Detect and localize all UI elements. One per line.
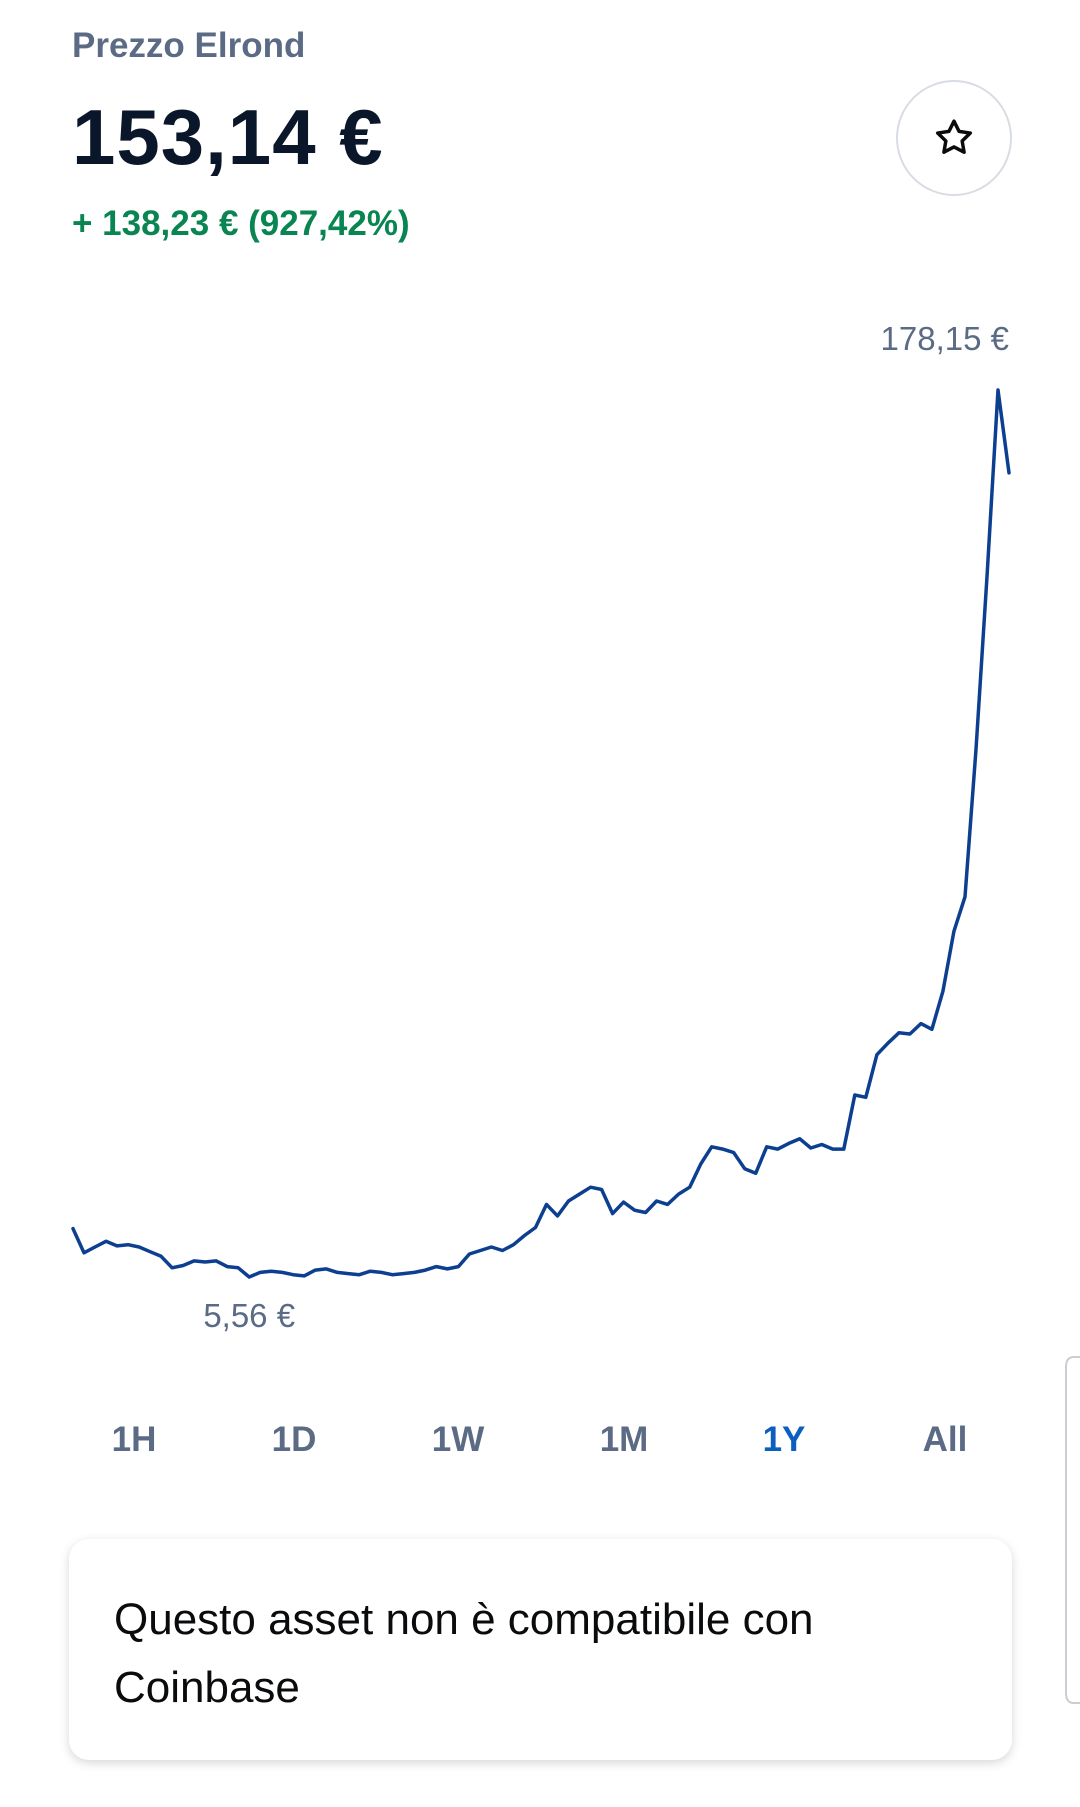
side-card-edge [1065,1356,1080,1704]
notice-text: Questo asset non è compatibile con [114,1595,814,1644]
timeframe-tabs: 1H 1D 1W 1M 1Y All [0,1420,1080,1476]
timeframe-tab[interactable]: 1W [431,1420,485,1459]
low-label: 5,56 € [203,1297,295,1334]
timeframe-tab[interactable]: 1Y [762,1420,806,1459]
timeframe-tab[interactable]: 1M [599,1420,649,1459]
price-chart: 178,15 € 5,56 € [71,320,1011,1334]
favorite-button[interactable] [896,80,1012,196]
high-label: 178,15 € [881,320,1009,357]
timeframe-tab[interactable]: 1H [111,1420,157,1459]
asset-title: Prezzo Elrond [72,26,306,65]
star-icon [935,119,973,154]
price-change: + 138,23 € (927,42%) [72,204,410,243]
notice-text: Coinbase [114,1663,300,1712]
timeframe-tab[interactable]: 1D [271,1420,317,1459]
price: 153,14 € [72,93,384,181]
notice-card: Questo asset non è compatibile con Coinb… [69,1539,1012,1760]
price-line [71,388,1011,1279]
timeframe-tab[interactable]: All [922,1420,968,1459]
